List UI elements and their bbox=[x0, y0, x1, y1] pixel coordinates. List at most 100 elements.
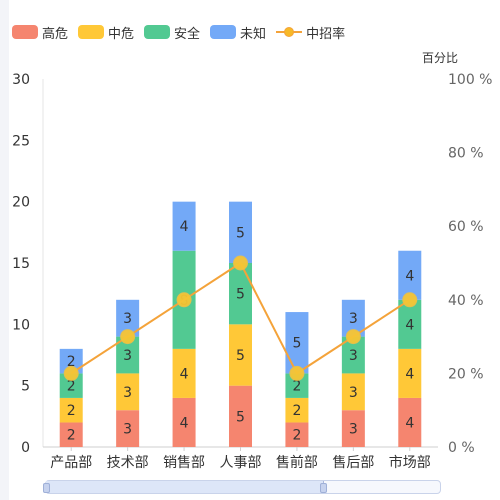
y-right-tick-label: 20 % bbox=[448, 366, 484, 382]
left-edge-strip bbox=[0, 0, 9, 500]
bar-segment bbox=[398, 250, 422, 300]
y-left-tick-label: 15 bbox=[12, 256, 30, 272]
y-left-tick-label: 0 bbox=[21, 440, 30, 456]
bar-segment bbox=[341, 373, 365, 411]
bar-data-label: 4 bbox=[405, 268, 414, 284]
y-right-tick-label: 40 % bbox=[448, 293, 484, 309]
bar-data-label: 5 bbox=[236, 409, 245, 425]
legend-label-hit-rate: 中招率 bbox=[306, 26, 346, 42]
legend-line-marker-icon bbox=[276, 25, 303, 39]
bar-data-label: 2 bbox=[67, 379, 76, 395]
data-zoom-window[interactable] bbox=[46, 481, 325, 493]
y-right-tick-label: 100 % bbox=[448, 72, 492, 88]
bar-data-label: 3 bbox=[349, 385, 358, 401]
bar-data-label: 3 bbox=[349, 422, 358, 438]
hit-rate-point bbox=[63, 365, 79, 381]
bar-data-label: 4 bbox=[180, 219, 189, 235]
bar-data-label: 4 bbox=[180, 366, 189, 382]
bar-segment bbox=[285, 312, 309, 374]
bar-segment bbox=[341, 336, 365, 374]
legend-label-unknown: 未知 bbox=[240, 26, 267, 42]
bar-data-label: 4 bbox=[405, 317, 414, 333]
bar-data-label: 5 bbox=[236, 287, 245, 303]
bar-segment bbox=[116, 336, 140, 374]
y-left-tick-label: 25 bbox=[12, 133, 30, 149]
data-zoom-slider[interactable] bbox=[43, 480, 441, 494]
right-axis-title: 百分比 bbox=[422, 51, 458, 65]
bar-segment bbox=[229, 201, 252, 263]
x-tick-label: 销售部 bbox=[163, 455, 205, 471]
hit-rate-point bbox=[345, 329, 361, 345]
y-left-tick-label: 10 bbox=[12, 317, 30, 333]
legend-item-hit-rate[interactable]: 中招率 bbox=[276, 23, 345, 42]
y-left-tick-label: 5 bbox=[21, 379, 30, 395]
bar-data-label: 2 bbox=[292, 403, 301, 419]
legend-swatch-unknown bbox=[210, 25, 237, 39]
bar-data-label: 4 bbox=[405, 415, 414, 431]
bar-data-label: 3 bbox=[123, 311, 132, 327]
bar-data-label: 2 bbox=[67, 354, 76, 370]
legend-item-medium[interactable]: 中危 bbox=[78, 23, 134, 42]
bar-segment bbox=[59, 422, 83, 447]
x-axis-labels: 产品部 技术部 销售部 人事部 售前部 售后部 市场部 bbox=[50, 447, 431, 471]
x-tick-label: 人事部 bbox=[220, 455, 262, 471]
data-zoom-handle-right[interactable] bbox=[320, 483, 328, 493]
hit-rate-point bbox=[402, 292, 418, 308]
bar-segment bbox=[341, 410, 365, 447]
hit-rate-point bbox=[289, 365, 305, 381]
bar-layer: 2222333344845555222533334444 bbox=[59, 201, 422, 447]
data-zoom-handle-left[interactable] bbox=[43, 483, 50, 493]
legend-swatch-high bbox=[12, 25, 38, 39]
y-left-tick-label: 20 bbox=[12, 195, 30, 211]
bar-data-label: 3 bbox=[349, 311, 358, 327]
bar-segment bbox=[172, 397, 196, 447]
bar-data-label: 2 bbox=[67, 403, 76, 419]
bar-data-label: 3 bbox=[123, 422, 132, 438]
bar-data-label: 2 bbox=[292, 379, 301, 395]
bar-data-label: 3 bbox=[123, 348, 132, 364]
bar-segment bbox=[229, 324, 252, 386]
legend-item-high[interactable]: 高危 bbox=[12, 23, 68, 42]
legend-item-safe[interactable]: 安全 bbox=[144, 23, 200, 42]
legend-label-safe: 安全 bbox=[174, 26, 201, 42]
bar-segment bbox=[116, 410, 140, 447]
hit-rate-point bbox=[233, 255, 248, 271]
bar-data-label: 3 bbox=[123, 385, 132, 401]
x-tick-label: 产品部 bbox=[50, 455, 92, 471]
legend-label-medium: 中危 bbox=[108, 26, 135, 42]
bar-data-label: 4 bbox=[180, 415, 189, 431]
bar-segment bbox=[116, 299, 140, 337]
bar-data-label: 5 bbox=[292, 336, 301, 352]
bar-segment bbox=[229, 385, 252, 447]
x-tick-label: 售前部 bbox=[276, 454, 318, 471]
hit-rate-point bbox=[176, 292, 192, 308]
y-right-tick-label: 0 % bbox=[448, 440, 475, 456]
chart-legend: 高危 中危 安全 未知 中招率 bbox=[12, 22, 345, 42]
bar-segment bbox=[59, 397, 83, 423]
bar-segment bbox=[285, 373, 309, 398]
hit-rate-point bbox=[120, 329, 136, 345]
legend-label-high: 高危 bbox=[42, 26, 69, 42]
bar-data-label: 5 bbox=[236, 225, 245, 241]
bar-data-label: 5 bbox=[236, 348, 245, 364]
bar-data-label: 2 bbox=[67, 428, 76, 444]
bar-segment bbox=[398, 397, 422, 447]
bar-segment bbox=[341, 299, 365, 337]
x-tick-label: 技术部 bbox=[107, 455, 149, 471]
bar-segment bbox=[285, 422, 309, 447]
bar-data-label: 3 bbox=[349, 348, 358, 364]
x-tick-label: 售后部 bbox=[332, 455, 374, 471]
bar-segment bbox=[229, 263, 252, 325]
x-tick-label: 市场部 bbox=[389, 454, 431, 471]
bar-data-label: 4 bbox=[405, 366, 414, 382]
line-layer bbox=[63, 255, 418, 381]
bar-segment bbox=[59, 373, 83, 398]
legend-item-unknown[interactable]: 未知 bbox=[210, 23, 266, 42]
y-right-tick-label: 60 % bbox=[448, 219, 484, 235]
legend-swatch-medium bbox=[78, 25, 105, 39]
y-left-tick-label: 30 bbox=[12, 72, 30, 88]
bar-segment bbox=[116, 373, 140, 411]
bar-segment bbox=[172, 348, 196, 398]
bar-data-label: 2 bbox=[292, 428, 301, 444]
